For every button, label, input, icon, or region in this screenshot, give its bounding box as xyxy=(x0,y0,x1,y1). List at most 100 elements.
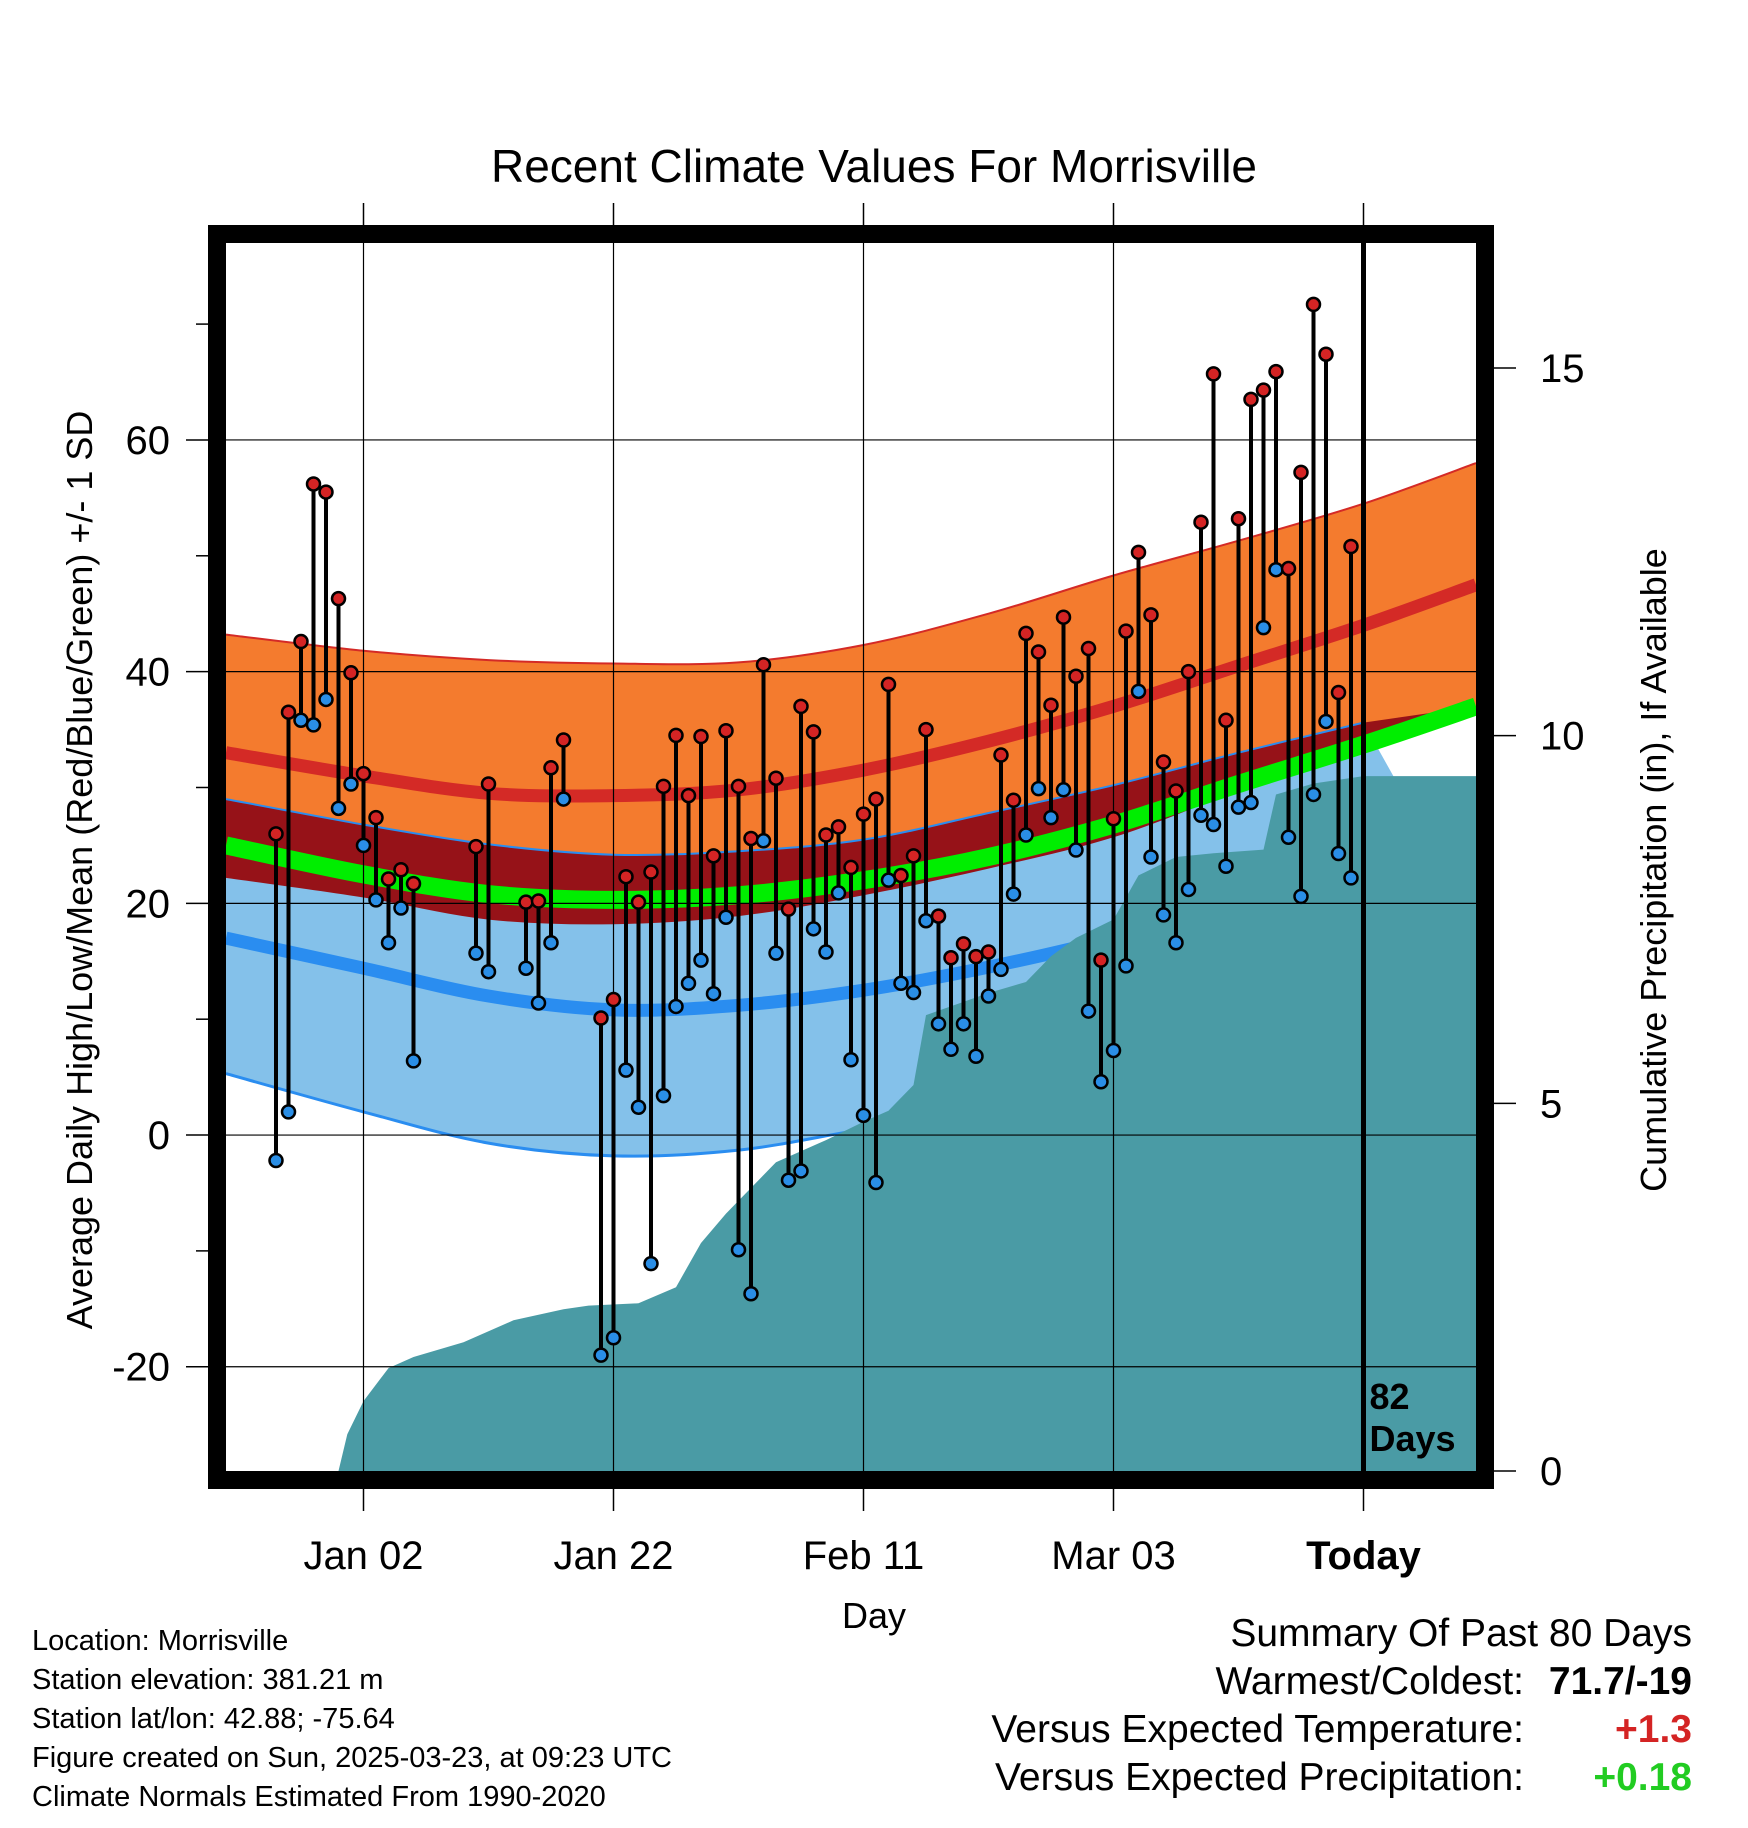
station-info: Location: Morrisville Station elevation:… xyxy=(32,1622,672,1817)
observed-high-point xyxy=(1180,663,1197,680)
observed-low-point xyxy=(855,1107,872,1124)
observed-high-point xyxy=(655,778,672,795)
observed-low-point xyxy=(868,1174,884,1191)
x-tick-label: Jan 02 xyxy=(303,1534,423,1578)
observed-high-point xyxy=(680,787,697,804)
y-tick-label: 20 xyxy=(126,882,171,926)
observed-low-point xyxy=(755,833,772,849)
observed-low-point xyxy=(293,712,309,729)
plot-frame xyxy=(208,225,1494,1489)
x-tick-label: Feb 11 xyxy=(803,1534,925,1578)
observed-low-point xyxy=(655,1087,672,1104)
x-axis-title: Day xyxy=(842,1595,906,1636)
observed-high-point xyxy=(968,948,984,965)
observed-low-point xyxy=(1318,713,1334,730)
observed-high-point xyxy=(843,859,859,876)
observed-high-point xyxy=(1155,754,1172,770)
observed-high-point xyxy=(1268,363,1284,380)
observed-low-point xyxy=(1030,780,1047,797)
observed-low-point xyxy=(968,1048,984,1065)
observed-high-point xyxy=(1068,668,1084,685)
today-days-word: Days xyxy=(1370,1418,1456,1459)
observed-high-point xyxy=(805,724,822,740)
observed-low-point xyxy=(918,912,934,929)
observed-low-point xyxy=(1330,845,1347,862)
observed-low-point xyxy=(718,909,734,925)
temp-label: Versus Expected Temperature: xyxy=(991,1708,1524,1751)
observed-low-point xyxy=(1130,683,1147,700)
observed-low-point xyxy=(880,872,897,888)
observed-high-point xyxy=(1318,346,1334,362)
observed-high-point xyxy=(868,791,884,807)
observed-low-point xyxy=(543,934,559,951)
observed-low-point xyxy=(1018,827,1034,843)
observed-low-point xyxy=(1105,1042,1122,1059)
observed-high-point xyxy=(993,747,1009,763)
summary-heading: Summary Of Past 80 Days xyxy=(1230,1612,1692,1655)
observed-high-point xyxy=(1343,538,1359,555)
observed-low-point xyxy=(955,1016,972,1032)
observed-high-point xyxy=(780,901,797,917)
observed-high-point xyxy=(305,476,322,492)
normals-text: Climate Normals Estimated From 1990-2020 xyxy=(32,1781,606,1813)
today-days-count: 82 xyxy=(1370,1376,1410,1417)
observed-low-point xyxy=(1155,907,1172,923)
observed-high-point xyxy=(618,868,634,885)
observed-high-point xyxy=(793,698,809,715)
observed-low-point xyxy=(1068,842,1084,858)
observed-high-point xyxy=(693,728,709,745)
observed-low-point xyxy=(805,921,822,937)
y-tick-label: 60 xyxy=(126,419,171,463)
observed-high-point xyxy=(768,770,784,786)
observed-low-point xyxy=(355,837,372,854)
observed-low-point xyxy=(1005,886,1022,902)
observed-low-point xyxy=(530,995,547,1011)
summary-panel: Summary Of Past 80 Days Warmest/Coldest:… xyxy=(991,1610,1692,1802)
observed-high-point xyxy=(918,721,934,738)
observed-low-point xyxy=(305,717,322,733)
observed-low-point xyxy=(380,934,397,951)
observed-high-point xyxy=(380,871,397,887)
observed-low-point xyxy=(1243,794,1259,811)
observed-low-point xyxy=(1118,958,1134,974)
observed-high-point xyxy=(405,875,422,892)
observed-high-point xyxy=(1230,510,1247,527)
warm-cold-value: 71.7/-19 xyxy=(1548,1660,1692,1703)
observed-high-point xyxy=(1168,783,1184,799)
observed-high-point xyxy=(1293,464,1309,481)
observed-low-point xyxy=(1280,829,1297,846)
observed-low-point xyxy=(393,900,409,916)
y2-axis-title: Cumulative Precipitation (in), If Availa… xyxy=(1633,548,1674,1192)
created-text: Figure created on Sun, 2025-03-23, at 09… xyxy=(32,1742,672,1774)
observed-high-point xyxy=(1043,697,1059,713)
observed-high-point xyxy=(593,1010,609,1026)
y-tick-label: 0 xyxy=(148,1114,170,1158)
observed-low-point xyxy=(343,776,359,792)
observed-high-point xyxy=(905,848,922,864)
observed-low-point xyxy=(518,960,534,976)
observed-high-point xyxy=(543,760,559,776)
observed-high-point xyxy=(643,864,659,880)
summary-temp: Versus Expected Temperature: +1.3 xyxy=(991,1706,1692,1754)
observed-low-point xyxy=(843,1051,859,1068)
observed-high-point xyxy=(530,893,547,909)
observed-high-point xyxy=(330,590,347,607)
observed-low-point xyxy=(905,984,922,1001)
observed-high-point xyxy=(468,838,484,855)
observed-high-point xyxy=(318,484,334,500)
location-text: Location: Morrisville xyxy=(32,1625,289,1657)
observed-high-point xyxy=(668,727,684,744)
observed-low-point xyxy=(1293,888,1309,905)
observed-high-point xyxy=(355,765,372,782)
observed-high-point xyxy=(718,722,734,739)
observed-high-point xyxy=(518,894,534,910)
observed-low-point xyxy=(1205,816,1222,833)
observed-high-point xyxy=(1030,644,1047,660)
observed-high-point xyxy=(1193,514,1209,530)
observed-high-point xyxy=(1205,366,1222,382)
observed-high-point xyxy=(393,861,409,878)
observed-high-point xyxy=(755,656,772,673)
observed-high-point xyxy=(268,826,284,842)
observed-high-point xyxy=(1305,296,1322,313)
